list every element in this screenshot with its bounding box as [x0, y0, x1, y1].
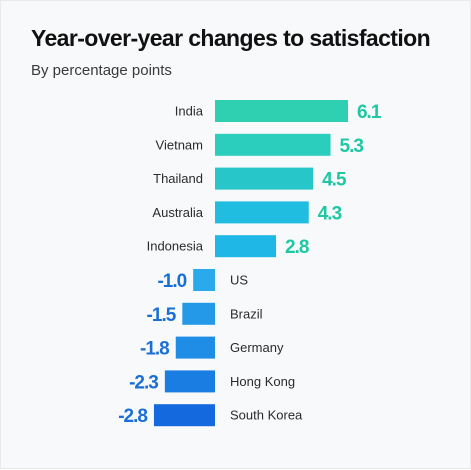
value-label-australia: 4.3	[318, 203, 342, 224]
value-label-indonesia: 2.8	[285, 237, 309, 258]
bar-germany	[175, 336, 215, 359]
value-label-thailand: 4.5	[322, 170, 347, 191]
category-label-india: India	[175, 104, 204, 119]
value-label-vietnam: 5.3	[340, 136, 364, 157]
bar-brazil	[182, 302, 215, 325]
category-label-thailand: Thailand	[153, 171, 203, 186]
value-label-india: 6.1	[357, 102, 382, 123]
category-label-indonesia: Indonesia	[147, 239, 204, 254]
value-label-germany: -1.8	[140, 339, 169, 360]
value-label-brazil: -1.5	[147, 305, 177, 326]
value-label-hong-kong: -2.3	[129, 372, 158, 393]
category-label-us: US	[230, 273, 248, 288]
category-label-vietnam: Vietnam	[156, 137, 203, 152]
category-label-australia: Australia	[152, 205, 203, 220]
bar-india	[215, 100, 348, 122]
value-label-south-korea: -2.8	[118, 406, 147, 427]
bar-australia	[215, 201, 309, 224]
bar-indonesia	[215, 235, 277, 258]
chart-title: Year-over-year changes to satisfaction	[31, 25, 431, 51]
bar-hong-kong	[164, 370, 215, 393]
chart-subtitle: By percentage points	[31, 62, 172, 79]
bar-south-korea	[153, 404, 215, 427]
category-label-hong-kong: Hong Kong	[230, 374, 295, 389]
bar-vietnam	[215, 133, 331, 156]
bar-thailand	[215, 167, 314, 190]
category-label-brazil: Brazil	[230, 306, 263, 321]
category-label-germany: Germany	[230, 340, 284, 355]
value-label-us: -1.0	[157, 271, 186, 292]
category-label-south-korea: South Korea	[230, 408, 303, 423]
bar-us	[193, 269, 215, 291]
